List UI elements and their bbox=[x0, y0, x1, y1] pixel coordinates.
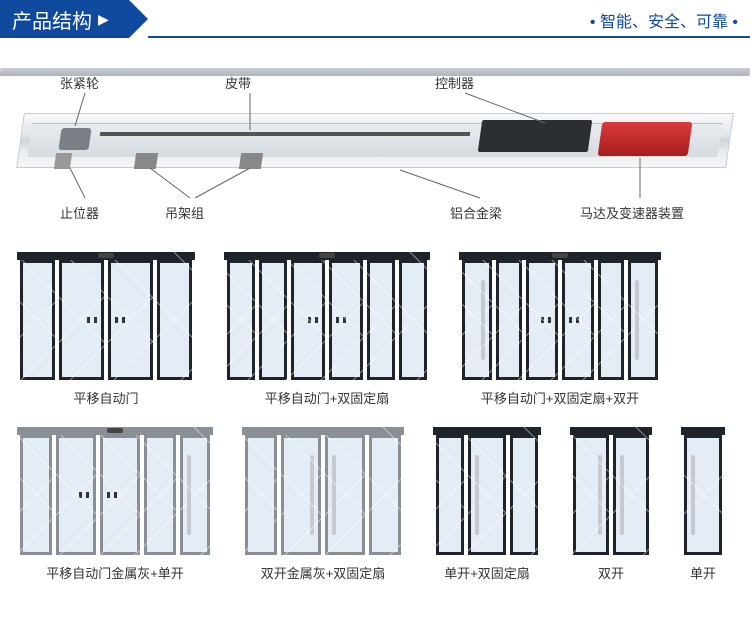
bar-handle-icon bbox=[310, 455, 314, 535]
door-item: 平移自动门+双固定扇+双开 bbox=[462, 260, 658, 407]
leader-lines bbox=[0, 68, 750, 258]
rail-label-top: 皮带 bbox=[225, 73, 251, 92]
handle-icon bbox=[79, 492, 89, 498]
handle-icon bbox=[541, 317, 551, 323]
door-panel bbox=[468, 435, 506, 555]
sensor-icon bbox=[319, 253, 335, 258]
door-caption: 平移自动门 bbox=[73, 388, 138, 407]
door-set bbox=[573, 435, 649, 555]
bar-handle-icon bbox=[475, 455, 479, 535]
bar-handle-icon bbox=[187, 455, 191, 535]
door-panel bbox=[259, 260, 287, 380]
door-set bbox=[20, 260, 192, 380]
door-panel bbox=[399, 260, 427, 380]
door-panel bbox=[369, 435, 401, 555]
door-panel bbox=[291, 260, 325, 380]
door-track bbox=[681, 427, 725, 435]
door-configurations: 平移自动门 平移自动门+双固定扇 平移自动门+双固定扇+双开 平移自动门金属灰+单开… bbox=[0, 260, 750, 610]
header-title-block: 产品结构 ▶ bbox=[0, 0, 129, 38]
door-panel bbox=[526, 260, 558, 380]
door-set bbox=[245, 435, 401, 555]
door-panel bbox=[329, 260, 363, 380]
door-panel bbox=[59, 260, 104, 380]
door-item: 平移自动门+双固定扇 bbox=[227, 260, 427, 407]
header-arrow-icon: ▶ bbox=[98, 11, 109, 28]
door-item: 平移自动门 bbox=[20, 260, 192, 407]
door-panel bbox=[180, 435, 210, 555]
header-title: 产品结构 bbox=[12, 5, 92, 34]
handle-icon bbox=[115, 317, 125, 323]
rail-label-bottom: 吊架组 bbox=[165, 203, 204, 222]
door-set bbox=[436, 435, 538, 555]
door-caption: 平移自动门金属灰+单开 bbox=[46, 563, 184, 582]
door-caption: 双开金属灰+双固定扇 bbox=[261, 563, 386, 582]
bar-handle-icon bbox=[635, 280, 639, 360]
door-row-1: 平移自动门 平移自动门+双固定扇 平移自动门+双固定扇+双开 bbox=[20, 260, 730, 407]
rail-label-top: 控制器 bbox=[435, 73, 474, 92]
header-underline bbox=[148, 36, 750, 38]
door-panel bbox=[144, 435, 176, 555]
bar-handle-icon bbox=[332, 455, 336, 535]
door-panel bbox=[510, 435, 538, 555]
bar-handle-icon bbox=[691, 455, 695, 535]
door-panel bbox=[436, 435, 464, 555]
door-set bbox=[227, 260, 427, 380]
door-caption: 双开 bbox=[598, 563, 624, 582]
rail-label-top: 张紧轮 bbox=[60, 73, 99, 92]
handle-icon bbox=[308, 317, 318, 323]
handle-icon bbox=[569, 317, 579, 323]
door-set bbox=[462, 260, 658, 380]
sensor-icon bbox=[98, 253, 114, 258]
door-item: 单开 bbox=[684, 435, 722, 582]
handle-icon bbox=[87, 317, 97, 323]
door-item: 平移自动门金属灰+单开 bbox=[20, 435, 210, 582]
door-panel bbox=[613, 435, 649, 555]
bar-handle-icon bbox=[620, 455, 624, 535]
header-bar: 产品结构 ▶ • 智能、安全、可靠 • bbox=[0, 0, 750, 38]
rail-label-bottom: 止位器 bbox=[60, 203, 99, 222]
door-set bbox=[684, 435, 722, 555]
door-item: 双开金属灰+双固定扇 bbox=[245, 435, 401, 582]
door-panel bbox=[628, 260, 658, 380]
door-panel bbox=[157, 260, 192, 380]
rail-diagram: 张紧轮 皮带 控制器 止位器 吊架组 铝合金梁 马达及变速器装置 bbox=[0, 68, 750, 258]
rail-label-bottom: 马达及变速器装置 bbox=[580, 203, 684, 222]
door-panel bbox=[684, 435, 722, 555]
door-set bbox=[20, 435, 210, 555]
door-caption: 平移自动门+双固定扇 bbox=[265, 388, 390, 407]
header-tagline: • 智能、安全、可靠 • bbox=[590, 8, 738, 32]
rail-label-bottom: 铝合金梁 bbox=[450, 203, 502, 222]
door-track bbox=[242, 427, 404, 435]
door-row-2: 平移自动门金属灰+单开双开金属灰+双固定扇单开+双固定扇双开单开 bbox=[20, 435, 730, 582]
handle-icon bbox=[336, 317, 346, 323]
handle-icon bbox=[107, 492, 117, 498]
sensor-icon bbox=[552, 253, 568, 258]
sensor-icon bbox=[107, 428, 123, 433]
